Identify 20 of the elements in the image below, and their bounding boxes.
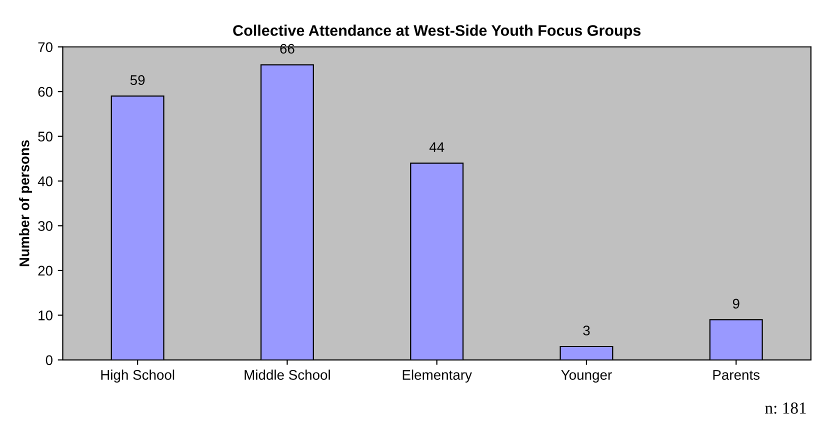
y-tick-label: 60 bbox=[38, 86, 52, 97]
data-label: 3 bbox=[583, 326, 590, 336]
x-tick-label: Elementary bbox=[402, 370, 472, 383]
chart-title: Collective Attendance at West-Side Youth Focus Groups bbox=[233, 24, 641, 39]
x-tick-label: Parents bbox=[713, 370, 760, 380]
data-label: 44 bbox=[429, 142, 444, 152]
y-tick-label: 50 bbox=[38, 132, 52, 142]
data-label: 59 bbox=[130, 75, 145, 85]
y-tick-label: 0 bbox=[46, 355, 52, 366]
x-tick-label: Younger bbox=[561, 370, 612, 383]
y-tick-label: 40 bbox=[38, 176, 52, 186]
y-tick-label: 20 bbox=[38, 266, 52, 276]
x-tick-label: High School bbox=[101, 370, 174, 383]
x-tick-label: Middle School bbox=[244, 370, 330, 380]
y-tick-label: 10 bbox=[38, 310, 52, 320]
y-tick-label: 30 bbox=[38, 221, 52, 231]
text: n: 181 bbox=[765, 402, 806, 414]
y-axis-title: Number of persons bbox=[19, 140, 32, 266]
data-label: 9 bbox=[732, 298, 740, 309]
y-tick-label: 70 bbox=[38, 42, 52, 52]
